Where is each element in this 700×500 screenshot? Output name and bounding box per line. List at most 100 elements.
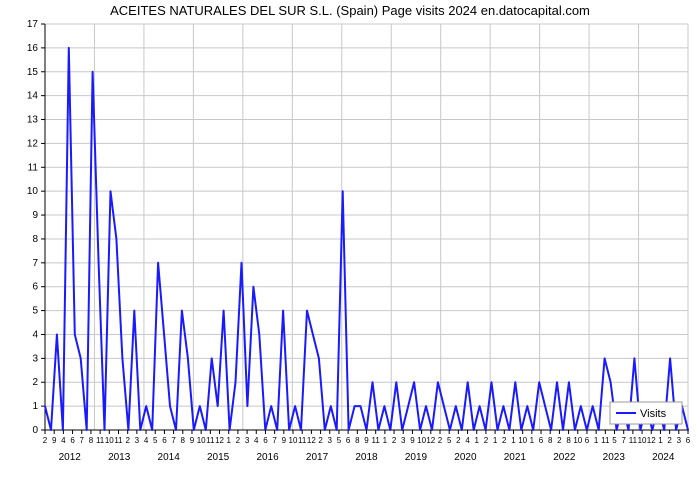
y-tick-label: 1 [32,401,38,412]
x-tick-label: 11 [298,436,307,445]
x-tick-label: 2 [392,436,397,445]
x-tick-label: 8 [355,436,360,445]
x-tick-label: 3 [245,436,250,445]
x-tick-label: 11 [114,436,123,445]
x-year-label: 2016 [256,452,279,463]
x-tick-label: 12 [307,436,316,445]
x-tick-label: 10 [638,436,647,445]
y-tick-label: 17 [27,19,39,30]
y-tick-label: 2 [32,377,38,388]
y-tick-label: 7 [32,258,38,269]
x-tick-label: 6 [162,436,167,445]
x-tick-label: 1 [475,436,480,445]
x-tick-label: 10 [417,436,426,445]
x-tick-label: 2 [236,436,241,445]
x-tick-label: 4 [61,436,66,445]
x-tick-label: 3 [401,436,406,445]
x-tick-label: 8 [566,436,571,445]
y-tick-label: 3 [32,353,38,364]
chart-container: ACEITES NATURALES DEL SUR S.L. (Spain) P… [0,0,700,500]
x-tick-label: 1 [383,436,388,445]
x-tick-label: 6 [263,436,268,445]
x-tick-label: 1 [658,436,663,445]
x-tick-label: 2 [502,436,507,445]
chart-title: ACEITES NATURALES DEL SUR S.L. (Spain) P… [110,3,590,18]
x-tick-label: 10 [289,436,298,445]
x-tick-label: 8 [548,436,553,445]
x-tick-label: 12 [647,436,656,445]
x-tick-label: 10 [105,436,114,445]
y-tick-label: 6 [32,282,38,293]
x-tick-label: 6 [585,436,590,445]
x-year-label: 2012 [59,452,82,463]
x-tick-label: 2 [438,436,443,445]
x-tick-label: 12 [215,436,224,445]
x-tick-label: 11 [629,436,638,445]
x-year-label: 2020 [454,452,477,463]
x-tick-label: 7 [80,436,85,445]
x-year-label: 2022 [553,452,576,463]
x-tick-label: 6 [539,436,544,445]
x-tick-label: 5 [447,436,452,445]
x-tick-label: 11 [96,436,105,445]
x-tick-label: 2 [125,436,130,445]
x-year-label: 2013 [108,452,131,463]
x-tick-label: 2 [667,436,672,445]
x-tick-label: 1 [511,436,516,445]
y-tick-label: 11 [28,162,39,173]
x-tick-label: 2 [456,436,461,445]
x-year-label: 2014 [158,452,181,463]
x-tick-label: 9 [282,436,287,445]
x-tick-label: 1 [530,436,535,445]
y-tick-label: 0 [32,425,38,436]
x-tick-label: 4 [254,436,259,445]
y-tick-label: 5 [32,306,38,317]
x-tick-label: 7 [171,436,176,445]
line-chart: ACEITES NATURALES DEL SUR S.L. (Spain) P… [0,0,700,500]
x-tick-label: 4 [144,436,149,445]
x-tick-label: 3 [677,436,682,445]
y-tick-label: 10 [27,186,39,197]
legend-label: Visits [640,408,667,420]
x-tick-label: 12 [426,436,435,445]
x-year-label: 2018 [355,452,378,463]
x-tick-label: 6 [686,436,691,445]
x-tick-label: 10 [518,436,527,445]
x-tick-label: 10 [573,436,582,445]
x-year-label: 2017 [306,452,329,463]
x-tick-label: 4 [465,436,470,445]
x-year-label: 2023 [603,452,626,463]
x-tick-label: 1 [493,436,498,445]
x-tick-label: 9 [52,436,57,445]
x-tick-label: 2 [557,436,562,445]
x-tick-label: 8 [181,436,186,445]
x-year-label: 2015 [207,452,230,463]
x-tick-label: 11 [206,436,215,445]
x-tick-label: 9 [190,436,195,445]
x-tick-label: 3 [328,436,333,445]
x-tick-label: 8 [89,436,94,445]
x-tick-label: 7 [272,436,277,445]
y-tick-label: 9 [32,210,38,221]
y-tick-label: 12 [27,138,39,149]
x-tick-label: 1 [594,436,599,445]
y-tick-label: 16 [27,43,39,54]
x-tick-label: 5 [612,436,617,445]
y-tick-label: 4 [32,329,38,340]
x-tick-label: 2 [318,436,323,445]
x-tick-label: 7 [621,436,626,445]
x-tick-label: 9 [364,436,369,445]
y-tick-label: 8 [32,234,38,245]
x-year-label: 2024 [652,452,675,463]
y-tick-label: 13 [27,115,39,126]
x-tick-label: 11 [601,436,610,445]
y-tick-label: 14 [27,91,39,102]
x-tick-label: 3 [135,436,140,445]
x-tick-label: 9 [410,436,415,445]
x-tick-label: 10 [197,436,206,445]
x-tick-label: 2 [43,436,48,445]
x-tick-label: 6 [70,436,75,445]
x-tick-label: 1 [226,436,231,445]
x-tick-label: 6 [346,436,351,445]
x-year-label: 2021 [504,452,527,463]
